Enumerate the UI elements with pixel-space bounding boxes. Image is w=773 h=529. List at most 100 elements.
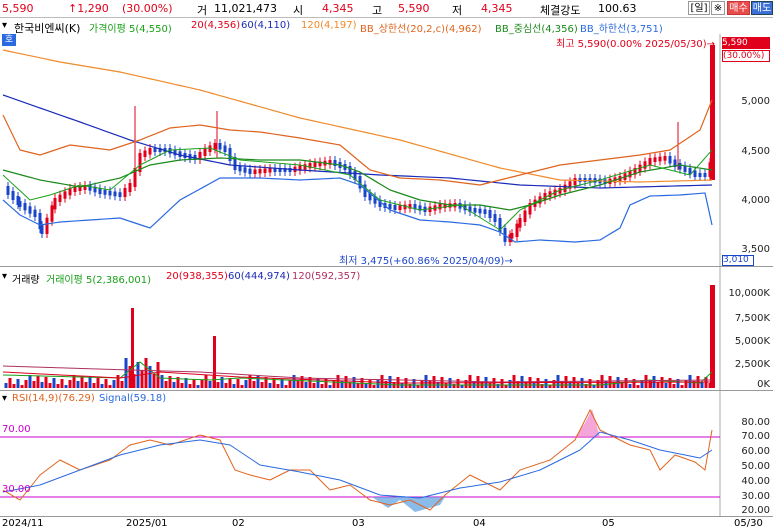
candle-body [88, 185, 92, 191]
volume-bar [504, 385, 508, 388]
volume-bar [284, 385, 288, 388]
open-label: 시 [293, 4, 304, 17]
current-price: 5,590 [2, 2, 34, 15]
legend-vol-ma120[interactable]: 120(592,357) [292, 271, 361, 282]
candle-body [498, 218, 502, 232]
rsi-tick-70: 70.00 [741, 431, 770, 442]
candle-body [653, 157, 657, 162]
volume-bar [672, 384, 676, 388]
volume-bar [200, 380, 204, 388]
candle-body [218, 143, 222, 150]
volume-bar [500, 379, 504, 388]
legend-bb-middle[interactable]: BB_중심선(4,356) [495, 24, 578, 35]
legend-ma20[interactable]: 20(4,356) [191, 20, 241, 31]
candle-body [223, 145, 227, 152]
candle-body [40, 225, 44, 234]
legend-bb-upper[interactable]: BB_상한선(20,2,c)(4,962) [360, 24, 482, 35]
volume-bar [464, 380, 468, 388]
volume-bar [644, 375, 648, 388]
candle-body [63, 191, 67, 199]
rsi-tick-60: 60.00 [741, 446, 770, 457]
rsi-line [2, 408, 713, 511]
legend-ma60[interactable]: 60(4,110) [241, 20, 291, 31]
collapse-icon[interactable]: ▾ [2, 393, 8, 404]
candle-body [515, 223, 519, 237]
legend-bb-lower[interactable]: BB_하한선(3,751) [580, 24, 663, 35]
candle-body [548, 191, 552, 197]
candle-body [168, 148, 172, 154]
candle-body [568, 181, 572, 189]
candle-body [16, 196, 20, 205]
settings-button[interactable]: ※ [711, 1, 725, 15]
volume-bar [328, 385, 332, 388]
candle-body [288, 168, 292, 172]
candle-body [68, 188, 72, 196]
buy-button[interactable]: 매수 [727, 1, 750, 15]
price-tick-4500: 4,500 [741, 146, 770, 157]
candle-body [378, 199, 382, 207]
candle-body [198, 152, 202, 160]
volume-bar [640, 380, 644, 388]
candle-body [478, 208, 482, 214]
candle-body [283, 168, 287, 172]
volume-bar [700, 382, 704, 388]
price-tick-5000: 5,000 [741, 96, 770, 107]
signal-line [2, 431, 713, 499]
candle-body [468, 206, 472, 212]
candle-body [268, 168, 272, 173]
volume-bar [28, 375, 32, 388]
legend-volume[interactable]: 거래량 [12, 275, 40, 286]
candle-body [703, 173, 707, 177]
volume-bar [456, 379, 460, 388]
period-button[interactable]: [일] [688, 1, 710, 15]
x-label-05-30: 05/30 [734, 518, 763, 529]
volume-bar [272, 378, 276, 388]
volume-bar [188, 384, 192, 388]
ma60-line [2, 94, 713, 189]
candle-body [583, 178, 587, 182]
candle-body [11, 191, 15, 200]
volume-bar [596, 380, 600, 388]
candle-body [158, 148, 162, 152]
strength-value: 100.63 [598, 2, 637, 15]
legend-ma120[interactable]: 120(4,197) [301, 20, 357, 31]
candle-body [178, 151, 182, 157]
volume-bar [420, 380, 424, 388]
collapse-icon[interactable]: ▾ [2, 271, 8, 282]
legend-vol-ma20[interactable]: 20(938,355) [166, 271, 228, 282]
legend-rsi[interactable]: RSI(14,9)(76.29) [12, 393, 95, 404]
volume-bar [56, 384, 60, 388]
volume-bar [96, 378, 100, 388]
legend-vol-ma60[interactable]: 60(444,974) [228, 271, 290, 282]
legend-ma5[interactable]: 가격이평 5(4,550) [89, 24, 172, 35]
volume-bar [68, 380, 72, 388]
x-label-04: 04 [473, 518, 486, 529]
panel-divider[interactable] [0, 390, 773, 391]
volume-bar [216, 382, 220, 388]
candle-body [363, 184, 367, 197]
volume-bar [84, 382, 88, 388]
x-label-2024-11: 2024/11 [2, 518, 44, 529]
volume-bar [180, 383, 184, 388]
legend-signal[interactable]: Signal(59.18) [99, 393, 167, 404]
volume-bar [172, 382, 176, 388]
volume-bar [296, 381, 300, 388]
candle-body [413, 204, 417, 210]
vol-ma5-line [2, 361, 713, 386]
volume-bar [192, 379, 196, 388]
volume-bar [324, 379, 328, 388]
volume-bar [508, 380, 512, 388]
volume-bar [676, 379, 680, 388]
candle-body [668, 156, 672, 164]
legend-vol-ma5[interactable]: 거래이평 5(2,386,001) [46, 275, 152, 286]
rsi-tick-40: 40.00 [741, 476, 770, 487]
collapse-icon[interactable]: ▾ [2, 20, 8, 31]
stock-name: 한국비엔씨(K) [14, 22, 81, 35]
ma120-line [2, 49, 713, 183]
candle-body [6, 186, 10, 195]
panel-divider[interactable] [0, 266, 773, 267]
high-label: 고 [372, 4, 383, 17]
volume-bar [276, 384, 280, 388]
candle-body [488, 210, 492, 218]
